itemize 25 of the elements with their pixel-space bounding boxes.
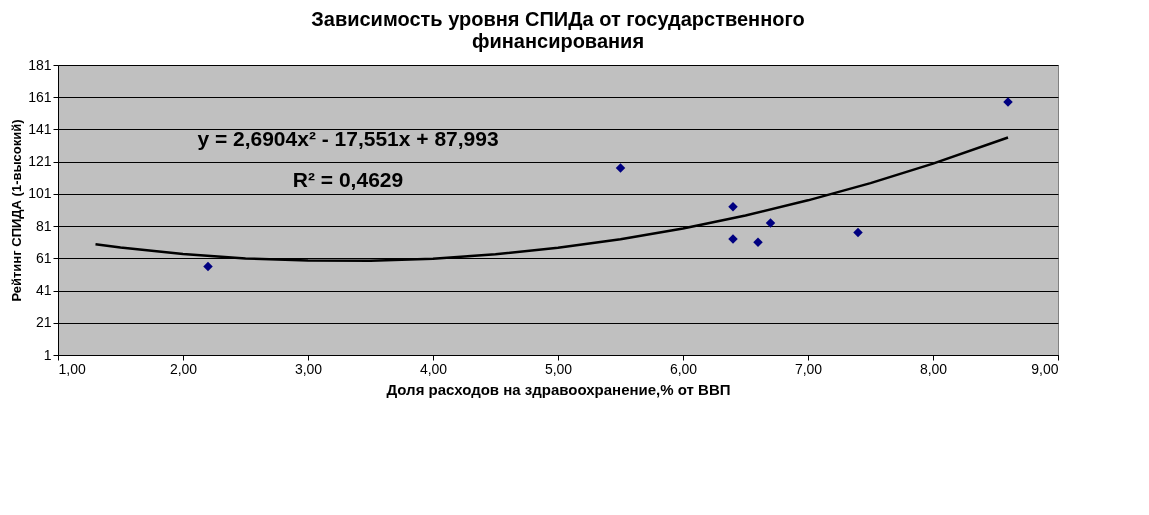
x-tick-label: 6,00 <box>669 360 698 377</box>
x-tick-label: 5,00 <box>544 360 573 377</box>
y-tick-label: 141 <box>28 120 52 137</box>
y-tick-label: 121 <box>28 153 52 170</box>
x-tick-label: 4,00 <box>419 360 448 377</box>
x-tick-label: 9,00 <box>1031 360 1059 377</box>
x-tick-label: 3,00 <box>294 360 323 377</box>
y-tick-label: 81 <box>35 217 52 234</box>
text: Зависимость уровня СПИДа от государственного <box>311 8 805 30</box>
x-tick-label: 2,00 <box>169 360 198 377</box>
y-tick-label: 21 <box>35 314 52 331</box>
text: финансирования <box>471 30 645 52</box>
y-tick-label: 41 <box>35 282 52 299</box>
x-tick-label: 1,00 <box>58 360 86 377</box>
y-tick-label: 181 <box>28 56 52 73</box>
x-axis-title: Доля расходов на здравоохранение,% от ВВП <box>386 380 731 398</box>
x-tick-label: 7,00 <box>794 360 823 377</box>
y-tick-label: 161 <box>28 88 52 105</box>
y-tick-label: 1 <box>43 346 52 363</box>
annotation: y = 2,6904x² - 17,551x + 87,993 <box>197 127 499 151</box>
y-tick-label: 101 <box>28 185 52 202</box>
y-axis-title: Рейтинг СПИДА (1-высокий) <box>9 119 25 302</box>
y-tick-label: 61 <box>35 249 52 266</box>
annotation: R² = 0,4629 <box>292 168 404 191</box>
x-tick-label: 8,00 <box>919 360 948 377</box>
